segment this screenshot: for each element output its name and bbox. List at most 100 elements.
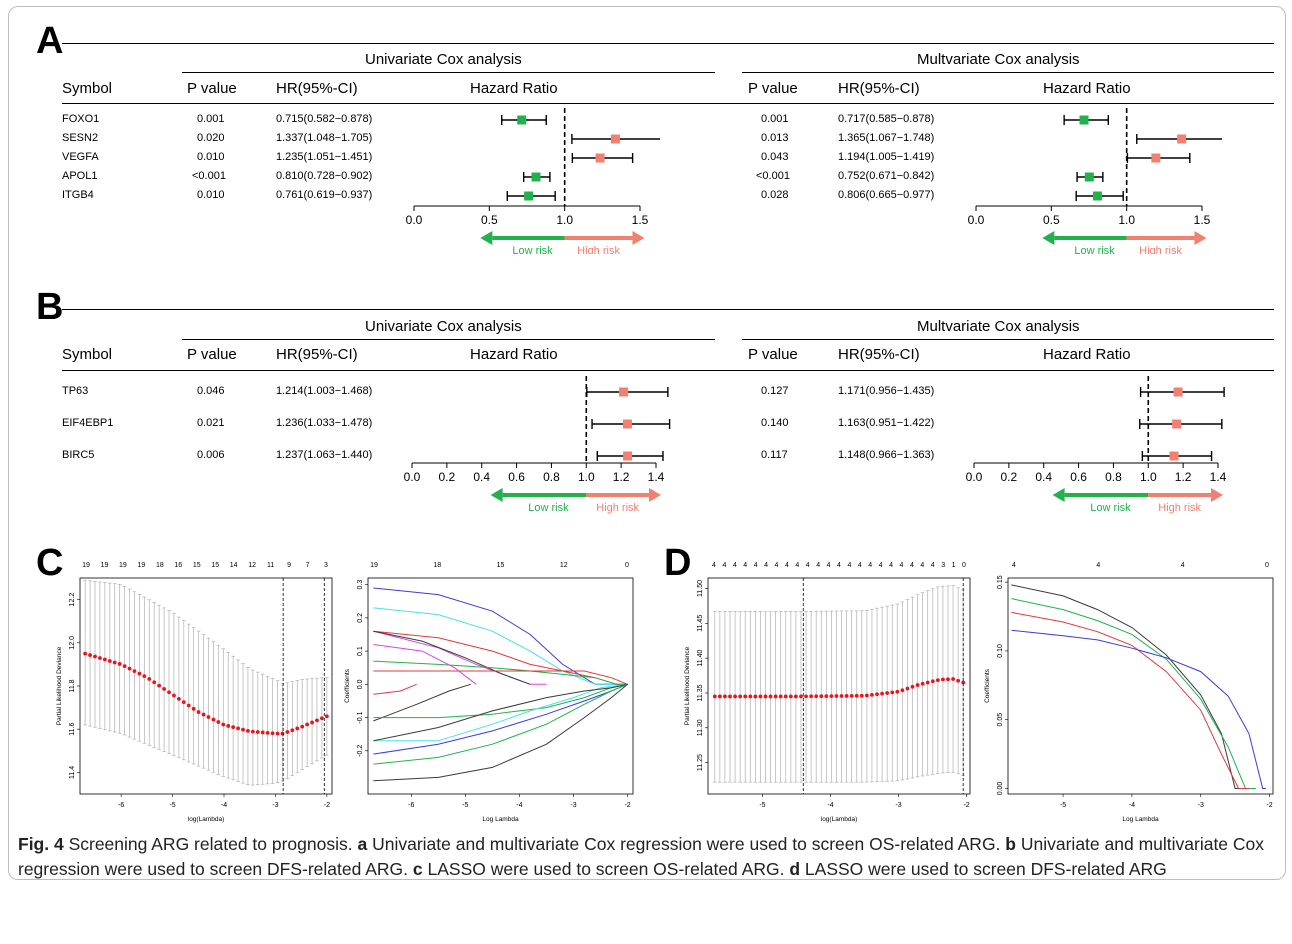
caption-b-text: Univariate and multivariate Cox regressi… — [18, 834, 1265, 879]
deviance-point — [167, 690, 171, 695]
hr-point — [517, 115, 527, 125]
lasso-cv-plot-d: Partial Likelihood Deviance log(Lambda) -5… — [684, 562, 971, 823]
top-tick-label: 15 — [193, 562, 201, 569]
a-pvalue-header: P value — [187, 80, 237, 97]
top-tick-label: 14 — [230, 562, 238, 569]
x-tick-label: 1.0 — [1118, 213, 1135, 227]
a-row-p: 0.010 — [197, 189, 225, 201]
coef-path — [373, 683, 628, 765]
hr-point — [1151, 153, 1161, 163]
b-mhazard-header: Hazard Ratio — [1043, 346, 1131, 363]
a-multivariate-rule — [742, 72, 1274, 73]
top-tick-label: 15 — [211, 562, 219, 569]
deviance-point — [305, 722, 310, 727]
a-row-symbol: SESN2 — [62, 132, 99, 144]
deviance-point — [93, 654, 97, 659]
coef-path — [1011, 598, 1256, 789]
deviance-point — [117, 662, 122, 666]
x-tick-label: 0.2 — [1001, 470, 1018, 484]
top-tick-label: 4 — [868, 562, 872, 569]
hr-point — [1172, 419, 1182, 429]
deviance-point — [733, 694, 737, 699]
top-tick-label: 4 — [722, 562, 726, 569]
coef-path — [373, 670, 628, 685]
a-row-hr: 1.337(1.048−1.705) — [276, 132, 373, 144]
a-row-mhr: 1.194(1.005−1.419) — [838, 151, 935, 163]
x-tick-label: -6 — [408, 802, 414, 809]
a-row-mp: 0.043 — [761, 151, 789, 163]
deviance-point — [300, 724, 305, 729]
a-row-mp: <0.001 — [756, 170, 790, 182]
top-tick-label: 16 — [174, 562, 182, 569]
top-tick-label: 4 — [827, 562, 831, 569]
deviance-point — [925, 680, 930, 685]
a-row-p: 0.001 — [197, 113, 225, 125]
x-tick-label: -2 — [624, 802, 630, 809]
coef-path — [373, 683, 417, 695]
b-row-hr: 1.214(1.003−1.468) — [276, 385, 373, 397]
deviance-point — [196, 710, 201, 714]
a-row-mhr: 1.365(1.067−1.748) — [838, 132, 935, 144]
deviance-point — [905, 686, 910, 691]
y-tick-label: 0.2 — [357, 613, 364, 623]
deviance-point — [265, 730, 270, 735]
y-tick-label: 0.05 — [997, 713, 1004, 727]
deviance-point — [241, 727, 245, 732]
deviance-point — [900, 688, 905, 693]
x-tick-label: -2 — [1266, 802, 1272, 809]
deviance-point — [176, 696, 181, 701]
panel-label-a: A — [36, 20, 64, 62]
coef-path — [373, 660, 628, 685]
a-symbol-header: Symbol — [62, 80, 113, 97]
top-tick-label: 4 — [837, 562, 841, 569]
x-tick-label: 0.6 — [508, 470, 525, 484]
hr-point — [524, 191, 534, 201]
coef-path — [373, 587, 628, 685]
deviance-point — [152, 680, 157, 685]
b-row-symbol: TP63 — [62, 385, 89, 397]
deviance-point — [854, 693, 859, 698]
b-row-symbol: EIF4EBP1 — [62, 417, 114, 429]
lasso-coef-plot-d: Coefficients Log Lambda -5 -4 -3 -2 0.00 0.05 0.… — [984, 562, 1274, 823]
deviance-point — [768, 694, 773, 699]
deviance-point — [324, 714, 329, 719]
low-risk-label: Low risk — [512, 245, 553, 254]
deviance-point — [216, 720, 221, 724]
x-tick-label: 1.0 — [556, 213, 573, 227]
deviance-point — [201, 712, 206, 717]
deviance-point — [107, 659, 112, 663]
coef-path — [373, 683, 471, 722]
coef-path — [373, 644, 477, 685]
coef-path — [373, 683, 628, 742]
a-row-p: <0.001 — [192, 170, 226, 182]
a-row-p: 0.020 — [197, 132, 225, 144]
x-tick-label: 0.0 — [968, 213, 985, 227]
figure-frame — [8, 6, 1286, 880]
top-tick-label: 4 — [1181, 562, 1185, 569]
hr-point — [610, 134, 620, 144]
y-tick-label: 0.3 — [357, 580, 364, 590]
hr-point — [1092, 191, 1102, 201]
deviance-point — [88, 653, 92, 657]
top-tick-label: 4 — [733, 562, 737, 569]
x-tick-label: 0.0 — [406, 213, 423, 227]
top-tick-label: 4 — [816, 562, 820, 569]
y-axis-label: Coefficients — [344, 668, 351, 703]
panel-a-rule — [62, 43, 1274, 44]
top-tick-label: 4 — [900, 562, 904, 569]
b-row-mhr: 1.163(0.951−1.422) — [838, 417, 935, 429]
deviance-point — [83, 651, 88, 656]
hr-point — [1169, 451, 1179, 461]
top-tick-label: 4 — [795, 562, 799, 569]
deviance-point — [778, 694, 783, 699]
deviance-point — [320, 716, 324, 721]
deviance-point — [137, 671, 142, 676]
a-row-mp: 0.001 — [761, 113, 789, 125]
y-tick-label: -0.2 — [357, 745, 364, 757]
x-tick-label: 1.4 — [1210, 470, 1227, 484]
deviance-point — [280, 731, 285, 736]
deviance-point — [935, 678, 940, 682]
top-tick-label: 4 — [764, 562, 768, 569]
x-tick-label: 1.0 — [1140, 470, 1157, 484]
deviance-point — [834, 694, 839, 698]
